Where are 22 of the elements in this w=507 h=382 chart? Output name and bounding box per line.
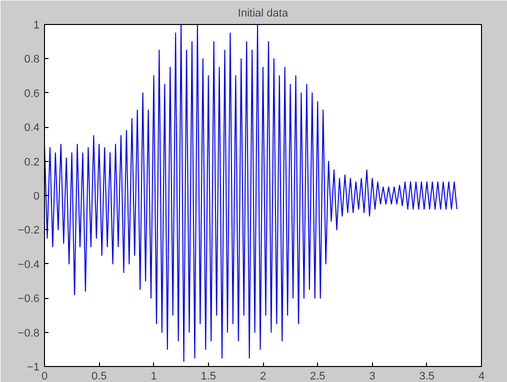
y-tick-label: 0.8: [24, 54, 40, 66]
x-tick-label: 2: [260, 370, 266, 382]
y-tick-label: 1: [33, 20, 40, 32]
y-tick-label: 0.4: [24, 122, 40, 134]
x-tick-label: 1: [150, 370, 157, 382]
x-tick-label: 3.5: [419, 370, 435, 382]
y-tick-label: −0.2: [18, 224, 40, 237]
chart-title: Initial data: [238, 8, 289, 20]
x-tick-label: 0.5: [91, 370, 107, 382]
x-tick-label: 4: [478, 370, 485, 382]
x-tick-label: 0: [41, 370, 48, 382]
x-tick-label: 3: [369, 370, 376, 382]
y-tick-label: −0.4: [18, 258, 40, 271]
y-tick-label: −1: [26, 362, 40, 374]
x-tick-label: 1.5: [200, 370, 216, 382]
line-series: [44, 24, 458, 362]
x-tick-label: 2.5: [310, 370, 326, 382]
y-tick-label: −0.8: [18, 327, 40, 340]
y-tick-label: −0.6: [18, 293, 40, 306]
y-tick-label: 0: [33, 190, 40, 202]
y-tick-label: 0.2: [24, 156, 40, 168]
y-tick-label: 0.6: [24, 88, 40, 100]
